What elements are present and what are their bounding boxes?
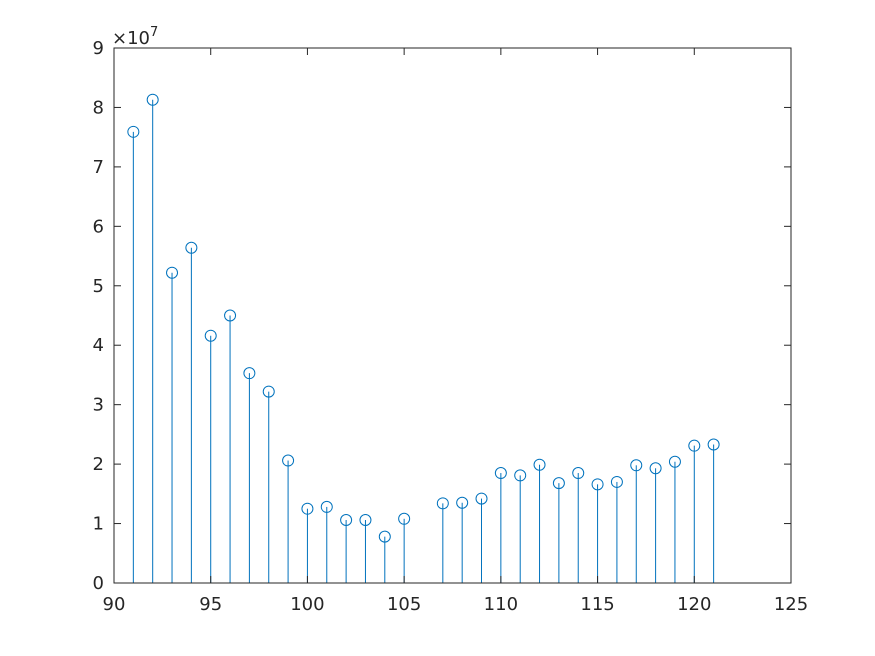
x-tick-label: 90 [103, 594, 126, 615]
y-tick-label: 0 [93, 573, 104, 594]
x-tick-label: 110 [484, 594, 518, 615]
stem-marker [185, 241, 198, 254]
stem-marker [668, 455, 681, 468]
stem-marker [398, 512, 411, 525]
y-tick-label: 8 [93, 97, 104, 118]
y-tick-labels: 0 1 2 3 4 5 6 7 8 9 [93, 38, 104, 594]
stem-series [127, 93, 720, 583]
stem-marker [166, 266, 179, 279]
axis-ticks [113, 47, 792, 584]
x-tick-label: 95 [199, 594, 222, 615]
stem-marker [456, 496, 469, 509]
y-tick-label: 2 [93, 454, 104, 475]
y-tick-label: 7 [93, 157, 104, 178]
y-exponent-label: ×107 [112, 25, 158, 49]
stem-marker [649, 462, 662, 475]
y-exponent-power: 7 [150, 25, 158, 40]
y-tick-label: 1 [93, 514, 104, 535]
stem-marker [262, 385, 275, 398]
x-tick-label: 125 [774, 594, 808, 615]
y-tick-label: 3 [93, 395, 104, 416]
x-tick-label: 100 [290, 594, 324, 615]
y-tick-label: 6 [93, 216, 104, 237]
axes-box [113, 47, 792, 584]
stem-marker [127, 125, 140, 138]
stem-marker [340, 513, 353, 526]
stem-marker [494, 467, 507, 480]
stem-marker [301, 502, 314, 515]
stem-marker [436, 497, 449, 510]
stem-marker [688, 439, 701, 452]
stem-marker [243, 367, 256, 380]
stem-marker [378, 530, 391, 543]
stem-marker [359, 513, 372, 526]
stem-marker [630, 459, 643, 472]
stem-marker [552, 477, 565, 490]
stem-marker [591, 478, 604, 491]
x-tick-label: 115 [580, 594, 614, 615]
stem-marker [146, 93, 159, 106]
y-tick-label: 9 [93, 38, 104, 59]
stem-marker [475, 492, 488, 505]
stem-marker [282, 454, 295, 467]
stem-marker [533, 458, 546, 471]
stem-marker [514, 469, 527, 482]
x-tick-label: 105 [387, 594, 421, 615]
y-exponent-base: ×10 [112, 28, 150, 49]
stem-marker [610, 475, 623, 488]
y-tick-label: 4 [93, 335, 104, 356]
stem-marker [572, 467, 585, 480]
stem-marker [320, 500, 333, 513]
stem-marker [707, 438, 720, 451]
y-tick-label: 5 [93, 276, 104, 297]
x-tick-label: 120 [677, 594, 711, 615]
x-tick-labels: 90 95 100 105 110 115 120 125 [103, 594, 809, 615]
stem-marker [204, 329, 217, 342]
stem-marker [224, 309, 237, 322]
